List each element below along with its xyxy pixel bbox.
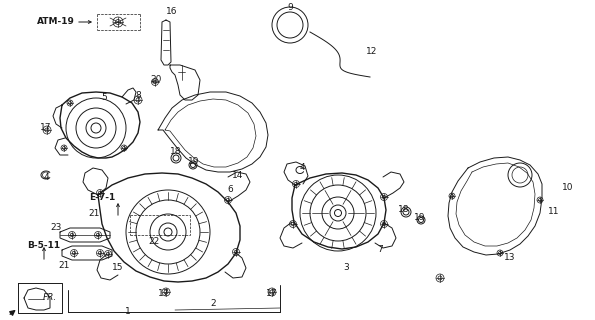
Text: 23: 23 [51, 223, 62, 233]
Text: 20: 20 [151, 76, 162, 84]
Text: 14: 14 [232, 171, 244, 180]
Text: 18: 18 [398, 205, 410, 214]
Text: 17: 17 [266, 290, 278, 299]
Text: E-7-1: E-7-1 [89, 193, 115, 202]
Text: 13: 13 [504, 253, 516, 262]
Text: 2: 2 [210, 300, 216, 308]
Text: 9: 9 [287, 4, 293, 12]
Text: 5: 5 [101, 93, 107, 102]
Text: 18: 18 [170, 148, 181, 156]
Text: 19: 19 [188, 157, 200, 166]
Text: 12: 12 [367, 47, 378, 57]
Text: 21: 21 [88, 209, 100, 218]
Text: 22: 22 [148, 237, 159, 246]
Text: 17: 17 [40, 123, 52, 132]
Text: 15: 15 [112, 263, 124, 273]
Text: 4: 4 [43, 173, 49, 182]
Text: 10: 10 [562, 183, 574, 193]
Text: 1: 1 [125, 308, 131, 316]
Text: 21: 21 [58, 261, 70, 270]
Text: B-5-11: B-5-11 [27, 242, 61, 251]
Text: 7: 7 [377, 245, 383, 254]
Text: 8: 8 [135, 91, 141, 100]
Text: 6: 6 [227, 186, 233, 195]
Text: 4: 4 [299, 164, 305, 172]
Text: 17: 17 [158, 290, 170, 299]
Text: 19: 19 [414, 213, 426, 222]
Text: FR.: FR. [43, 293, 57, 302]
Text: 11: 11 [548, 207, 560, 217]
Text: 16: 16 [166, 7, 178, 17]
Text: 3: 3 [343, 263, 349, 273]
Text: ATM-19: ATM-19 [37, 18, 75, 27]
